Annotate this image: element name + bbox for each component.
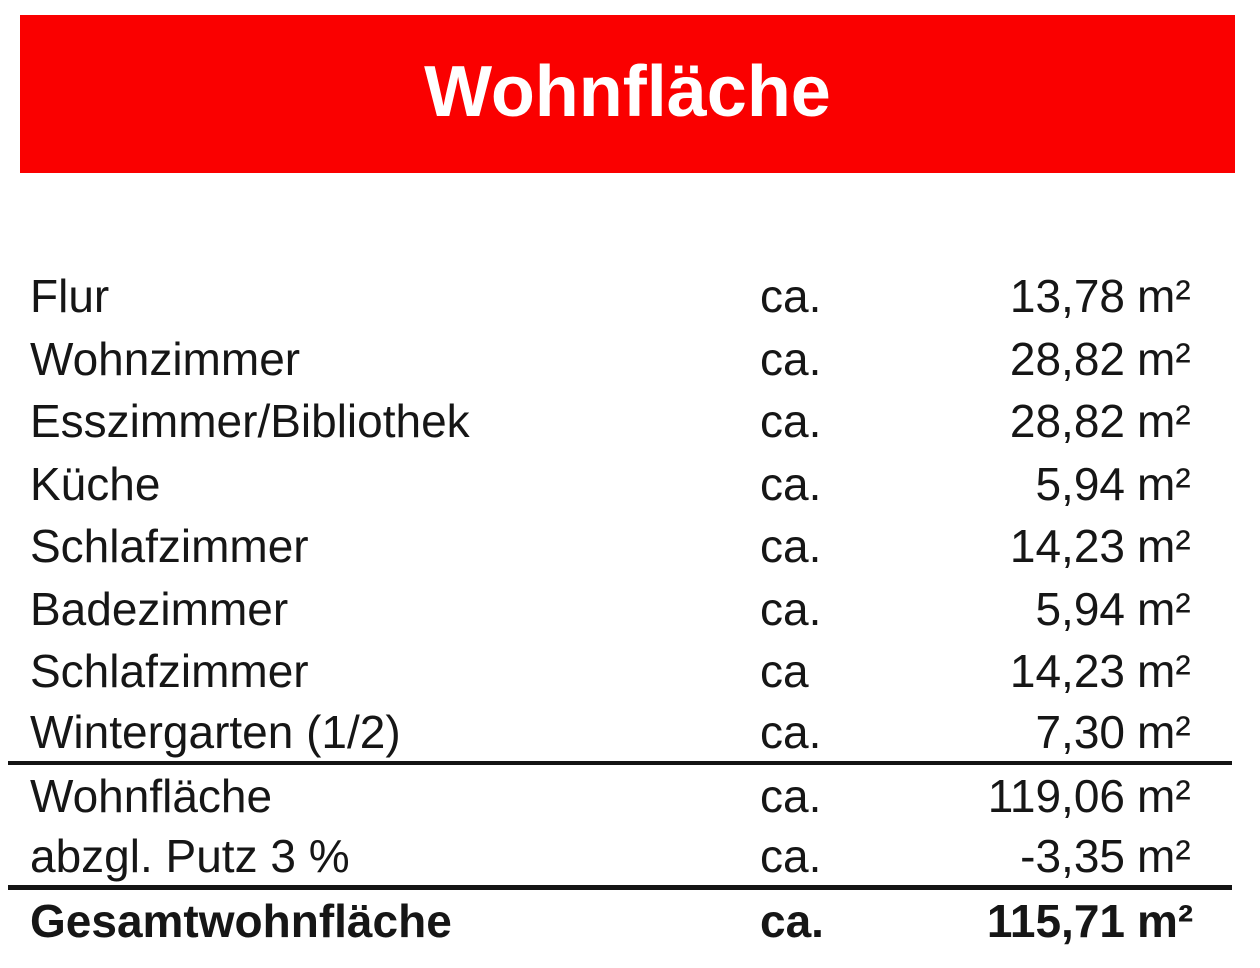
table-row: Schlafzimmer ca 14,23 m² [8,640,1232,703]
table-row: Wohnzimmer ca. 28,82 m² [8,328,1232,391]
deduction-label: abzgl. Putz 3 % [30,830,350,883]
approx-label: ca. [760,332,822,385]
area-value: 5,94 [1035,582,1125,635]
room-label: Schlafzimmer [30,645,309,698]
subtotal-row: Wohnfläche ca. 119,06 m² [8,765,1232,828]
area-unit: m² [1137,520,1191,573]
approx-label: ca. [760,457,822,510]
table-row: Schlafzimmer ca. 14,23 m² [8,515,1232,578]
area-value: 28,82 [1009,332,1125,385]
area-value: -3,35 [1020,830,1125,883]
area-unit: m² [1137,830,1191,883]
area-value: 28,82 [1009,395,1125,448]
approx-label: ca. [760,705,822,758]
room-label: Badezimmer [30,582,289,635]
area-unit: m² [1137,895,1194,948]
room-label: Esszimmer/Bibliothek [30,395,470,448]
area-unit: m² [1137,645,1191,698]
area-value: 14,23 [1009,520,1125,573]
area-value: 7,30 [1035,705,1125,758]
area-unit: m² [1137,270,1191,323]
area-value: 14,23 [1009,645,1125,698]
approx-label: ca. [760,270,822,323]
area-unit: m² [1137,457,1191,510]
area-unit: m² [1137,770,1191,823]
total-value: 115,71 [986,895,1125,948]
area-table: Flur ca. 13,78 m² Wohnzimmer ca. 28,82 m… [8,265,1232,953]
deduction-row: abzgl. Putz 3 % ca. -3,35 m² [8,828,1232,890]
area-value: 5,94 [1035,457,1125,510]
area-value: 119,06 [987,770,1125,823]
table-row: Wintergarten (1/2) ca. 7,30 m² [8,703,1232,765]
table-row: Esszimmer/Bibliothek ca. 28,82 m² [8,390,1232,453]
room-label: Flur [30,270,110,323]
table-row: Küche ca. 5,94 m² [8,453,1232,516]
approx-label: ca. [760,582,822,635]
page-title: Wohnfläche [424,52,831,132]
subtotal-label: Wohnfläche [30,770,273,823]
approx-label: ca. [760,520,822,573]
total-label: Gesamtwohnfläche [30,895,452,948]
table-row: Flur ca. 13,78 m² [8,265,1232,328]
approx-label: ca. [760,395,822,448]
header-banner: Wohnfläche [20,15,1235,173]
area-value: 13,78 [1009,270,1125,323]
total-row: Gesamtwohnfläche ca. 115,71 m² [8,890,1232,953]
table-row: Badezimmer ca. 5,94 m² [8,578,1232,641]
area-unit: m² [1137,705,1191,758]
area-unit: m² [1137,332,1191,385]
room-label: Schlafzimmer [30,520,309,573]
area-unit: m² [1137,582,1191,635]
approx-label: ca. [760,895,824,948]
approx-label: ca. [760,830,822,883]
approx-label: ca [760,645,809,698]
room-label: Wintergarten (1/2) [30,705,401,758]
room-label: Wohnzimmer [30,332,301,385]
area-unit: m² [1137,395,1191,448]
room-label: Küche [30,457,161,510]
approx-label: ca. [760,770,822,823]
